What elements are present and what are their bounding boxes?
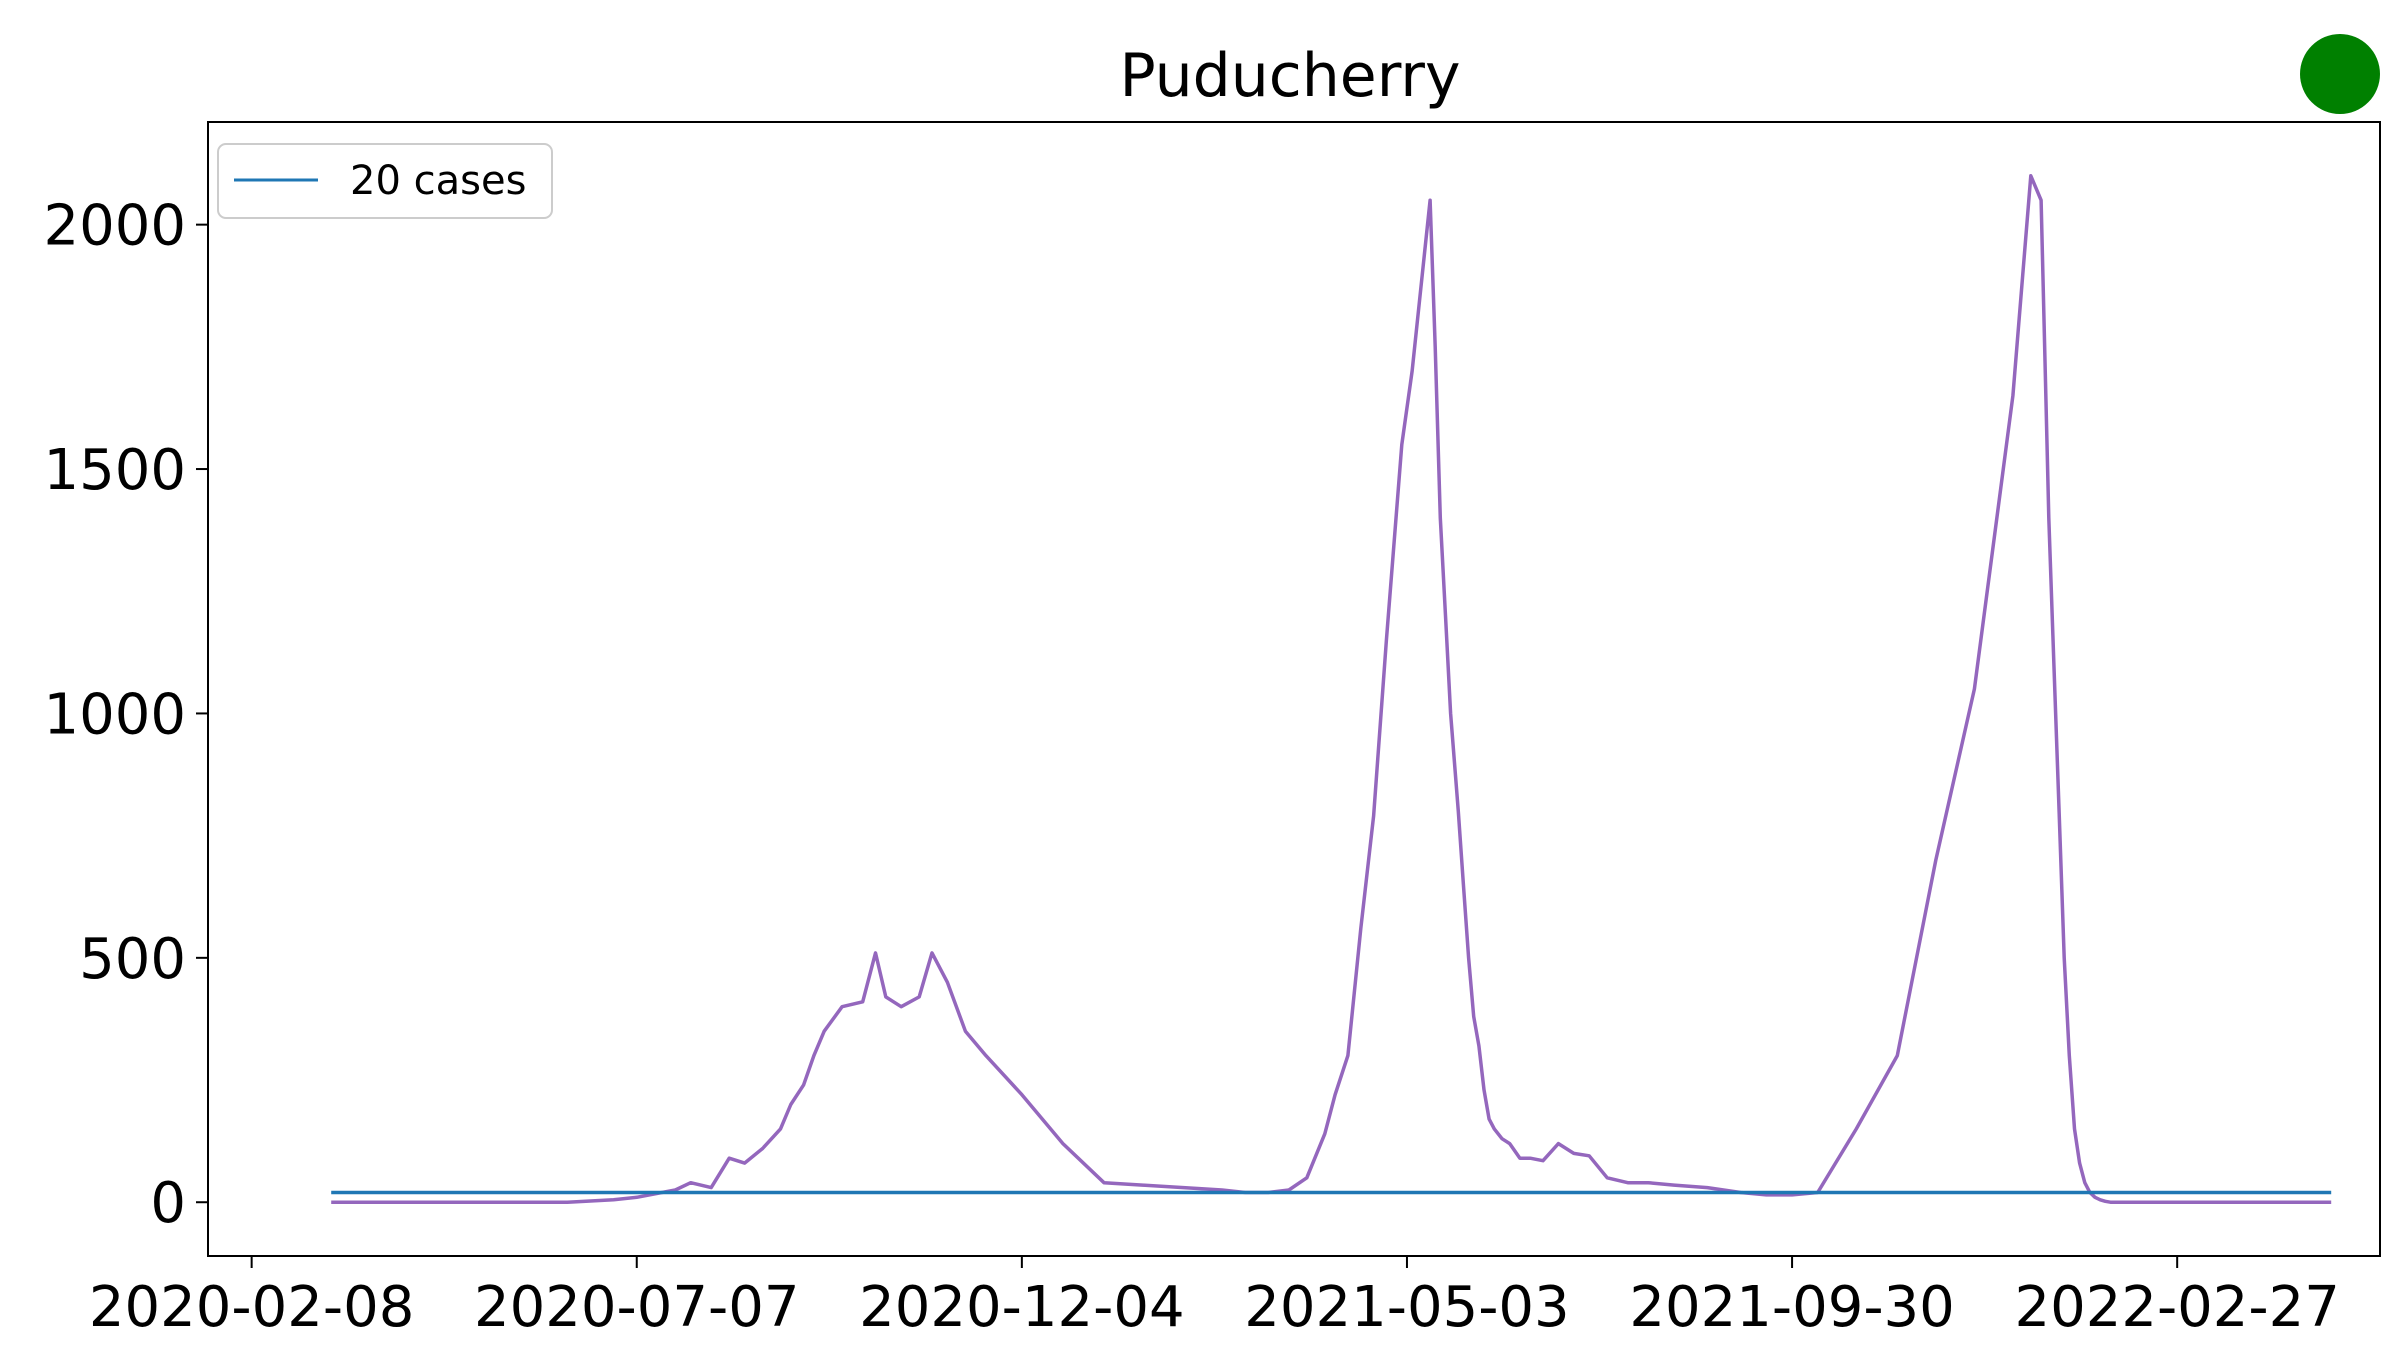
x-tick-label: 2020-07-07 [474,1275,799,1340]
series-group [331,174,2332,1204]
plot-area [207,121,2381,1257]
x-tick-label: 2021-05-03 [1244,1275,1569,1340]
status-indicator-dot [2300,34,2380,114]
y-tick-label: 500 [79,927,186,992]
series-line-daily-cases [331,174,2332,1204]
plot-frame [207,121,2381,1257]
y-tick-label: 1500 [43,438,186,503]
legend-box [217,143,553,219]
y-tick-label: 1000 [43,682,186,747]
y-tick-label: 0 [150,1171,186,1236]
x-tick-label: 2021-09-30 [1629,1275,1954,1340]
legend: 20 cases [217,143,553,219]
x-tick-label: 2022-02-27 [2014,1275,2339,1340]
chart-title: Puducherry [1120,41,1461,111]
x-axis: 2020-02-08 2020-07-07 2020-12-04 2021-05-03… [89,1256,2340,1340]
legend-label-20-cases: 20 cases [350,158,526,204]
x-tick-label: 2020-12-04 [859,1275,1184,1340]
y-tick-label: 2000 [43,194,186,259]
y-axis: 0 500 1000 1500 2000 [43,194,208,1236]
x-tick-label: 2020-02-08 [89,1275,414,1340]
